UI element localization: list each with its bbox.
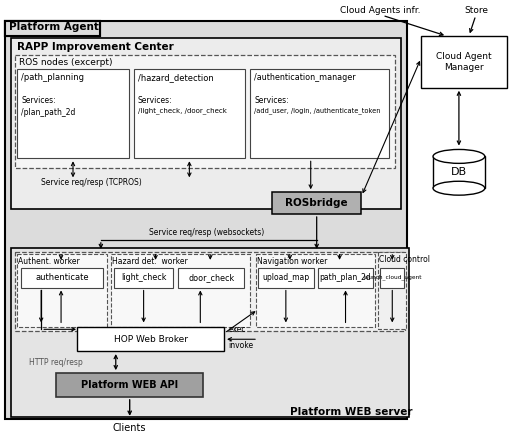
Bar [11, 248, 409, 417]
Text: /plan_path_2d: /plan_path_2d [21, 108, 76, 117]
Bar [15, 252, 405, 332]
Bar [258, 268, 314, 288]
Bar [256, 254, 375, 328]
Text: DB: DB [451, 168, 467, 177]
Bar [378, 252, 406, 329]
Bar [134, 69, 245, 158]
Bar [272, 192, 361, 214]
Text: upload_map: upload_map [262, 273, 310, 282]
Bar [421, 36, 507, 88]
Bar [18, 69, 128, 158]
Bar [5, 21, 407, 419]
Text: RAPP Improvement Center: RAPP Improvement Center [18, 42, 174, 52]
Text: ROS nodes (excerpt): ROS nodes (excerpt) [19, 58, 113, 67]
Text: path_plan_2d: path_plan_2d [319, 273, 372, 282]
Text: door_check: door_check [188, 273, 234, 282]
Bar [11, 38, 401, 209]
Text: Clients: Clients [113, 423, 147, 433]
Text: Platform WEB API: Platform WEB API [81, 380, 178, 390]
Text: invoke: invoke [228, 341, 253, 350]
Text: /add_user, /login, /authenticate_token: /add_user, /login, /authenticate_token [254, 108, 380, 114]
Text: Cloud control: Cloud control [379, 255, 430, 264]
Bar [77, 328, 224, 351]
Bar [111, 254, 250, 328]
Bar [56, 373, 203, 397]
Text: Authent. worker: Authent. worker [18, 257, 80, 266]
Bar [179, 268, 244, 288]
Text: Platform Agent: Platform Agent [9, 22, 99, 32]
Bar [5, 21, 100, 36]
Ellipse shape [433, 149, 485, 164]
Bar [380, 254, 404, 328]
Text: HTTP req/resp: HTTP req/resp [29, 358, 83, 367]
Text: exec: exec [228, 325, 246, 334]
Text: Cloud Agent
Manager: Cloud Agent Manager [436, 52, 492, 72]
Text: /path_planning: /path_planning [21, 73, 84, 82]
Text: Service req/resp (TCPROS): Service req/resp (TCPROS) [41, 178, 142, 187]
Text: Services:: Services: [138, 96, 172, 105]
Bar [15, 55, 395, 168]
Bar [250, 69, 389, 158]
Bar [5, 21, 100, 36]
Text: Services:: Services: [254, 96, 288, 105]
Text: light_check: light_check [121, 273, 166, 282]
Bar [21, 268, 103, 288]
Bar [433, 156, 485, 188]
Bar [114, 268, 173, 288]
Ellipse shape [433, 181, 485, 195]
Text: Navigation worker: Navigation worker [257, 257, 327, 266]
Bar [318, 268, 374, 288]
Text: Cloud Agents infr.: Cloud Agents infr. [340, 6, 420, 15]
Text: launch_cloud_agent: launch_cloud_agent [363, 275, 422, 281]
Text: authenticate: authenticate [35, 273, 89, 282]
Text: Store: Store [464, 6, 488, 15]
Text: /light_check, /door_check: /light_check, /door_check [138, 108, 227, 114]
Text: /hazard_detection: /hazard_detection [138, 73, 214, 82]
Bar [5, 21, 9, 36]
Text: ROSbridge: ROSbridge [285, 198, 348, 208]
Bar [380, 268, 404, 288]
Text: Hazard det.  worker: Hazard det. worker [112, 257, 187, 266]
Text: Platform WEB server: Platform WEB server [290, 407, 412, 417]
Bar [18, 254, 107, 328]
Bar [380, 254, 400, 328]
Text: HOP Web Broker: HOP Web Broker [114, 335, 188, 344]
Text: /authentication_manager: /authentication_manager [254, 73, 356, 82]
Text: Services:: Services: [21, 96, 56, 105]
Text: Service req/resp (websockets): Service req/resp (websockets) [149, 228, 264, 237]
